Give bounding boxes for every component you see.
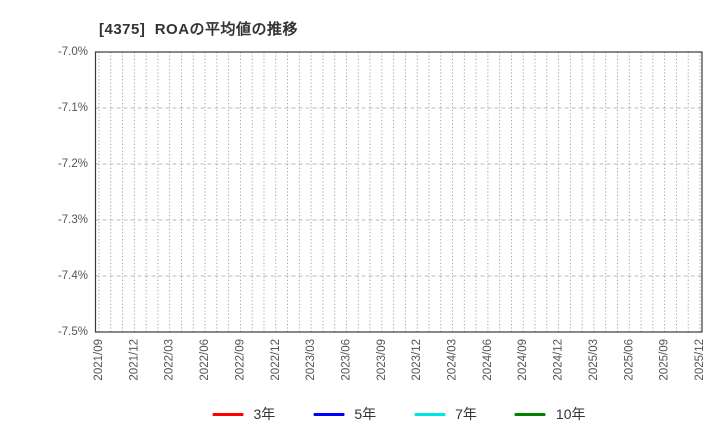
x-tick-label: 2022/12	[270, 339, 282, 381]
y-tick-label: -7.3%	[58, 214, 88, 226]
x-tick-label: 2023/09	[376, 339, 388, 381]
legend-label: 7年	[455, 406, 477, 422]
x-tick-label: 2025/06	[623, 339, 635, 381]
x-tick-label: 2021/09	[93, 339, 105, 381]
x-tick-label: 2024/12	[553, 339, 565, 381]
legend-swatch-line	[212, 412, 244, 416]
x-tick-label: 2023/06	[340, 339, 352, 381]
legend-swatch-line	[313, 412, 345, 416]
x-tick-label: 2023/12	[411, 339, 423, 381]
y-tick-label: -7.4%	[58, 270, 88, 282]
legend-item: 10年	[514, 404, 586, 424]
x-tick-labels: 2021/09 2021/12 2022/03 2022/06 2022/09 2022/…	[93, 339, 706, 381]
x-tick-label: 2024/09	[517, 339, 529, 381]
x-tick-label: 2025/03	[588, 339, 600, 381]
legend-item: 7年	[414, 404, 477, 424]
legend-item: 3年	[212, 404, 276, 424]
x-tick-label: 2022/06	[199, 339, 211, 381]
axis-frame	[94, 51, 703, 333]
x-tick-label: 2021/12	[128, 339, 140, 381]
legend-swatch-line	[414, 412, 446, 416]
x-tick-label: 2023/03	[305, 339, 317, 381]
legend-label: 3年	[253, 406, 276, 422]
legend-label: 5年	[354, 406, 377, 422]
legend-label: 10年	[555, 406, 586, 422]
chart-title: [4375] ROAの平均値の推移	[99, 21, 299, 38]
x-tick-label: 2025/12	[694, 339, 706, 381]
y-tick-label: -7.5%	[58, 326, 88, 338]
x-tick-label: 2022/09	[234, 339, 246, 381]
y-tick-label: -7.0%	[58, 46, 88, 58]
legend-swatch-line	[514, 412, 546, 416]
legend-item: 5年	[313, 404, 376, 424]
y-tick-label: -7.2%	[58, 158, 88, 170]
x-tick-label: 2024/06	[482, 339, 494, 381]
y-tick-label: -7.1%	[58, 102, 88, 114]
y-tick-labels: -7.0% -7.1% -7.2% -7.3% -7.4% -7.5%	[58, 46, 88, 338]
x-tick-label: 2022/03	[164, 339, 176, 381]
legend: 3年 5年 7年 10年	[212, 404, 586, 424]
x-tick-label: 2024/03	[447, 339, 459, 381]
horizontal-gridlines	[95, 107, 702, 277]
vertical-gridlines	[98, 52, 701, 332]
x-tick-label: 2025/09	[659, 339, 671, 381]
